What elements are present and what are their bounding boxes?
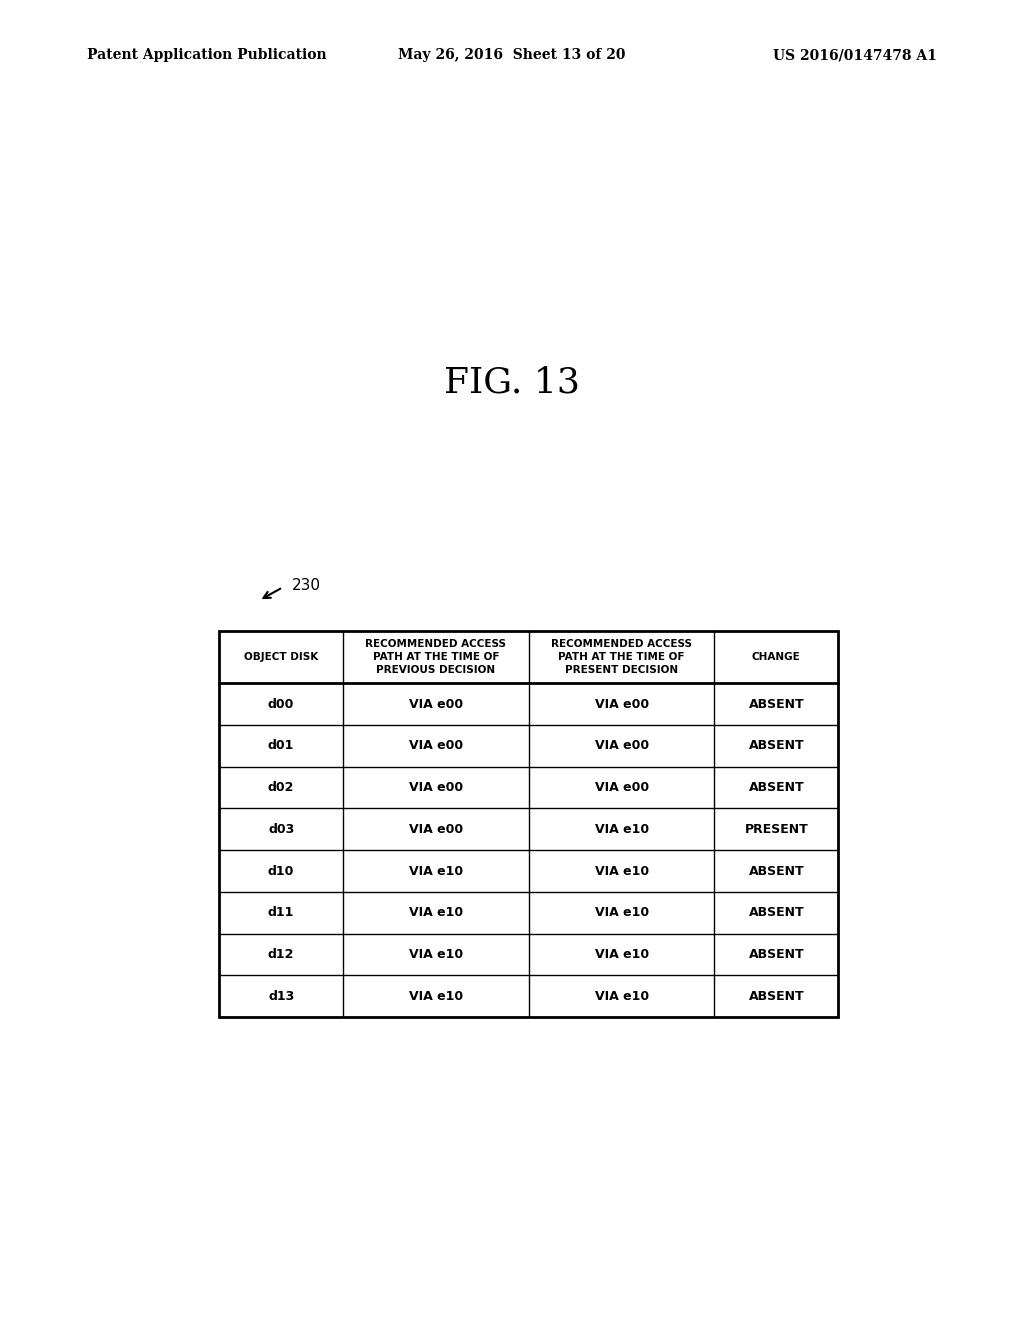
- Text: VIA e00: VIA e00: [409, 781, 463, 795]
- Text: US 2016/0147478 A1: US 2016/0147478 A1: [773, 49, 937, 62]
- Text: VIA e00: VIA e00: [409, 697, 463, 710]
- Text: May 26, 2016  Sheet 13 of 20: May 26, 2016 Sheet 13 of 20: [398, 49, 626, 62]
- Text: CHANGE: CHANGE: [752, 652, 801, 663]
- Text: VIA e00: VIA e00: [595, 739, 648, 752]
- Text: VIA e10: VIA e10: [595, 907, 648, 919]
- Text: d11: d11: [268, 907, 294, 919]
- Text: d10: d10: [268, 865, 294, 878]
- Text: VIA e00: VIA e00: [409, 739, 463, 752]
- Bar: [219, 631, 839, 1018]
- Text: FIG. 13: FIG. 13: [444, 366, 580, 400]
- Text: OBJECT DISK: OBJECT DISK: [244, 652, 318, 663]
- Text: d01: d01: [268, 739, 294, 752]
- Text: RECOMMENDED ACCESS
PATH AT THE TIME OF
PRESENT DECISION: RECOMMENDED ACCESS PATH AT THE TIME OF P…: [551, 639, 692, 675]
- Text: ABSENT: ABSENT: [749, 907, 804, 919]
- Text: d03: d03: [268, 822, 294, 836]
- Text: PRESENT: PRESENT: [744, 822, 808, 836]
- Text: d02: d02: [268, 781, 294, 795]
- Text: Patent Application Publication: Patent Application Publication: [87, 49, 327, 62]
- Text: ABSENT: ABSENT: [749, 781, 804, 795]
- Text: 230: 230: [292, 578, 322, 593]
- Text: ABSENT: ABSENT: [749, 697, 804, 710]
- Text: VIA e00: VIA e00: [409, 822, 463, 836]
- Text: d00: d00: [268, 697, 294, 710]
- Text: VIA e00: VIA e00: [595, 697, 648, 710]
- Text: d13: d13: [268, 990, 294, 1003]
- Text: ABSENT: ABSENT: [749, 739, 804, 752]
- Text: VIA e10: VIA e10: [595, 822, 648, 836]
- Text: VIA e10: VIA e10: [409, 948, 463, 961]
- Text: VIA e10: VIA e10: [409, 907, 463, 919]
- Text: VIA e10: VIA e10: [409, 990, 463, 1003]
- Text: RECOMMENDED ACCESS
PATH AT THE TIME OF
PREVIOUS DECISION: RECOMMENDED ACCESS PATH AT THE TIME OF P…: [366, 639, 507, 675]
- Text: VIA e10: VIA e10: [409, 865, 463, 878]
- Text: d12: d12: [268, 948, 294, 961]
- Text: VIA e10: VIA e10: [595, 865, 648, 878]
- Text: ABSENT: ABSENT: [749, 990, 804, 1003]
- Text: ABSENT: ABSENT: [749, 948, 804, 961]
- Text: ABSENT: ABSENT: [749, 865, 804, 878]
- Text: VIA e10: VIA e10: [595, 990, 648, 1003]
- Text: VIA e00: VIA e00: [595, 781, 648, 795]
- Text: VIA e10: VIA e10: [595, 948, 648, 961]
